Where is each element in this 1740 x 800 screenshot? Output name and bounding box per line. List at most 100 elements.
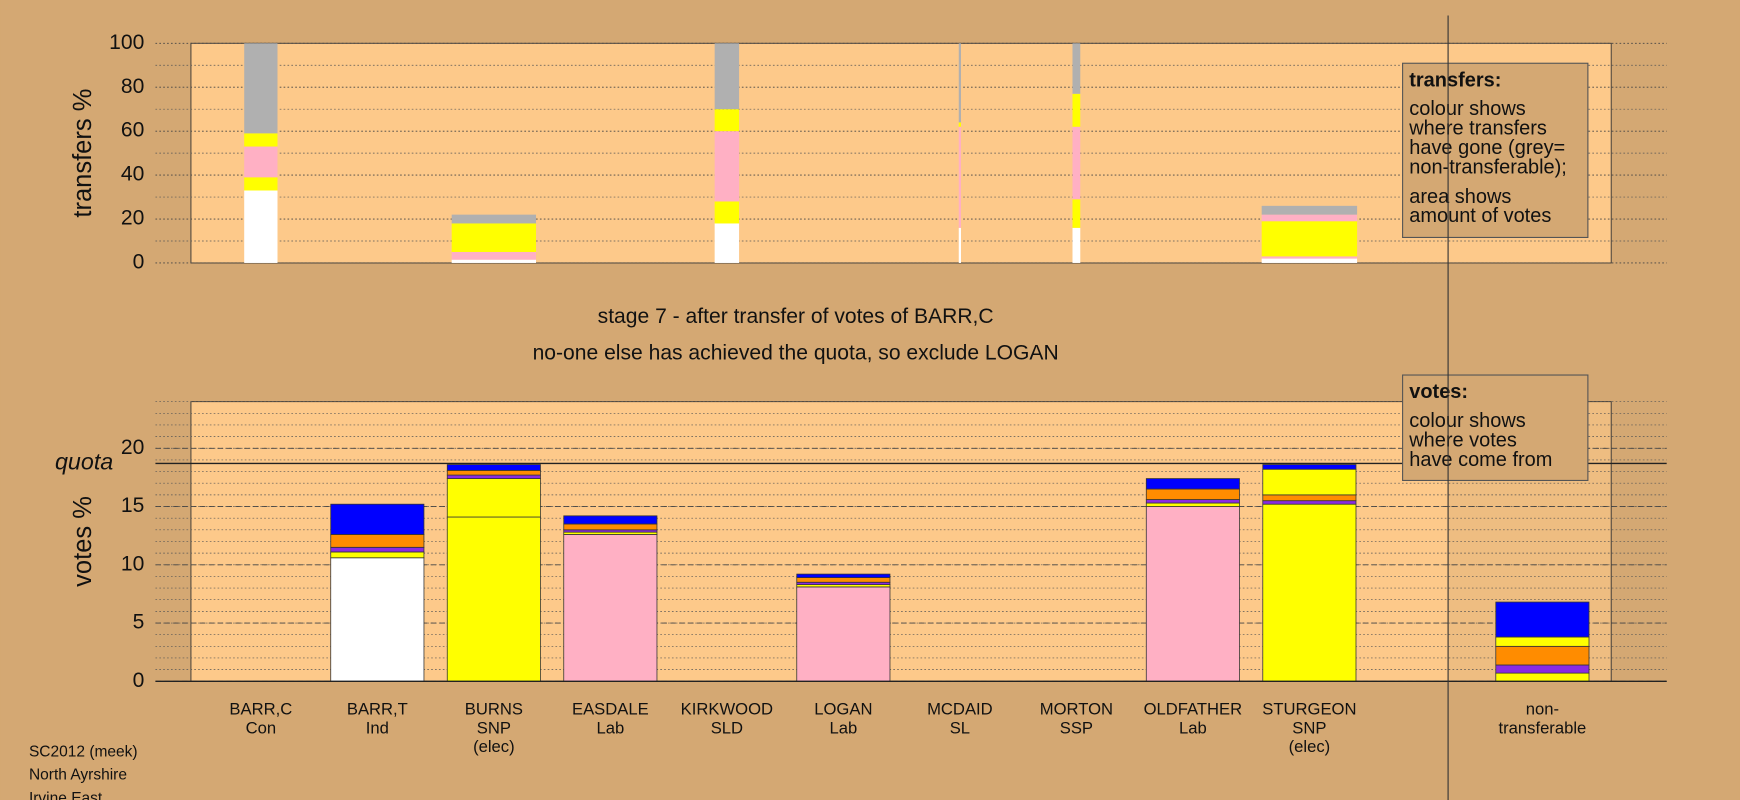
transfer-segment bbox=[451, 223, 537, 252]
vote-segment bbox=[330, 546, 425, 553]
transfer-segment bbox=[1072, 93, 1081, 127]
transfer-segment bbox=[1261, 221, 1358, 257]
x-tick-label: SLD bbox=[711, 718, 743, 737]
footer-text: North Ayrshire bbox=[29, 767, 127, 784]
legend-box bbox=[1402, 62, 1589, 239]
x-tick-label: Lab bbox=[1179, 718, 1207, 737]
vote-segment bbox=[446, 478, 541, 518]
transfer-segment bbox=[244, 177, 278, 191]
transfer-segment bbox=[958, 126, 961, 228]
x-tick-label: BARR,T bbox=[347, 700, 408, 719]
legend-text: where votes bbox=[1408, 429, 1517, 451]
transfer-segment bbox=[1261, 258, 1358, 263]
legend-text: non-transferable); bbox=[1409, 156, 1567, 178]
x-tick-label: OLDFATHER bbox=[1144, 700, 1243, 719]
y-tick-label: 15 bbox=[121, 494, 144, 517]
x-tick-label: Ind bbox=[366, 718, 389, 737]
x-tick-label: SSP bbox=[1060, 718, 1093, 737]
vote-segment bbox=[563, 515, 658, 525]
legend-text: colour shows bbox=[1409, 410, 1526, 432]
x-tick-label: SNP bbox=[477, 718, 511, 737]
quota-label: quota bbox=[55, 449, 113, 475]
vote-segment bbox=[1495, 672, 1590, 682]
x-tick-label: (elec) bbox=[1289, 737, 1331, 756]
y-tick-label: 20 bbox=[121, 207, 144, 230]
transfer-segment bbox=[1261, 214, 1358, 222]
vote-segment bbox=[446, 470, 541, 476]
vote-segment bbox=[330, 551, 425, 559]
legend-text: area shows bbox=[1409, 186, 1511, 208]
vote-segment bbox=[446, 474, 541, 479]
transfer-segment bbox=[714, 201, 740, 224]
y-tick-label: 60 bbox=[121, 119, 144, 142]
x-tick-label: EASDALE bbox=[572, 700, 649, 719]
y-tick-label: 0 bbox=[133, 669, 145, 692]
vote-segment bbox=[1495, 664, 1590, 674]
x-tick-label: Lab bbox=[596, 718, 624, 737]
transfer-segment bbox=[451, 214, 537, 224]
y-axis-label: transfers % bbox=[69, 89, 97, 218]
transfer-segment bbox=[1072, 43, 1081, 94]
vote-segment bbox=[446, 464, 541, 471]
vote-segment bbox=[1495, 645, 1590, 666]
vote-segment bbox=[796, 573, 891, 578]
vote-segment bbox=[1145, 478, 1240, 490]
y-tick-label: 5 bbox=[133, 611, 145, 634]
vote-segment bbox=[1262, 503, 1357, 682]
vote-segment bbox=[1145, 488, 1240, 500]
x-tick-label: non- bbox=[1526, 700, 1559, 719]
stage-text: stage 7 - after transfer of votes of BAR… bbox=[598, 305, 994, 328]
transfer-segment bbox=[244, 133, 278, 147]
vote-segment bbox=[1495, 601, 1590, 638]
vote-segment bbox=[1262, 500, 1357, 505]
transfer-segment bbox=[1072, 126, 1081, 200]
transfer-segment bbox=[244, 43, 278, 134]
vote-segment bbox=[1495, 636, 1590, 647]
transfer-segment bbox=[1261, 205, 1358, 215]
vote-segment bbox=[1262, 468, 1357, 496]
x-tick-label: BURNS bbox=[465, 700, 523, 719]
vote-segment bbox=[330, 534, 425, 548]
x-tick-label: Lab bbox=[829, 718, 857, 737]
vote-segment bbox=[330, 557, 425, 682]
y-tick-label: 20 bbox=[121, 436, 144, 459]
legend-title: transfers: bbox=[1409, 69, 1501, 91]
x-tick-label: BARR,C bbox=[229, 700, 292, 719]
vote-segment bbox=[1262, 464, 1357, 470]
vote-segment bbox=[1262, 494, 1357, 502]
transfer-segment bbox=[1261, 256, 1358, 259]
vote-segment bbox=[563, 534, 658, 682]
transfer-segment bbox=[244, 190, 278, 263]
vote-segment bbox=[563, 523, 658, 531]
transfer-segment bbox=[714, 43, 740, 110]
legend-text: colour shows bbox=[1409, 98, 1526, 120]
x-tick-label: (elec) bbox=[473, 737, 515, 756]
vote-segment bbox=[446, 516, 541, 682]
x-tick-label: KIRKWOOD bbox=[681, 700, 773, 719]
x-tick-label: MORTON bbox=[1040, 700, 1113, 719]
vote-segment bbox=[796, 577, 891, 583]
transfer-segment bbox=[958, 43, 961, 123]
x-tick-label: SL bbox=[950, 718, 970, 737]
transfer-segment bbox=[1072, 227, 1081, 263]
transfer-segment bbox=[1072, 199, 1081, 228]
transfer-segment bbox=[244, 146, 278, 178]
x-tick-label: STURGEON bbox=[1262, 700, 1356, 719]
vote-segment bbox=[1145, 499, 1240, 504]
transfer-segment bbox=[714, 223, 740, 263]
vote-segment bbox=[330, 503, 425, 535]
vote-segment bbox=[796, 586, 891, 682]
y-tick-label: 10 bbox=[121, 552, 144, 575]
transfer-segment bbox=[958, 122, 961, 127]
action-text: no-one else has achieved the quota, so e… bbox=[533, 342, 1059, 365]
transfer-segment bbox=[714, 131, 740, 202]
x-tick-label: SNP bbox=[1292, 718, 1326, 737]
vote-segment bbox=[1145, 506, 1240, 682]
legend-text: where transfers bbox=[1408, 118, 1547, 140]
x-tick-label: Con bbox=[246, 718, 277, 737]
y-tick-label: 80 bbox=[121, 75, 144, 98]
transfer-segment bbox=[451, 251, 537, 260]
y-tick-label: 0 bbox=[133, 251, 145, 274]
transfer-segment bbox=[714, 109, 740, 132]
